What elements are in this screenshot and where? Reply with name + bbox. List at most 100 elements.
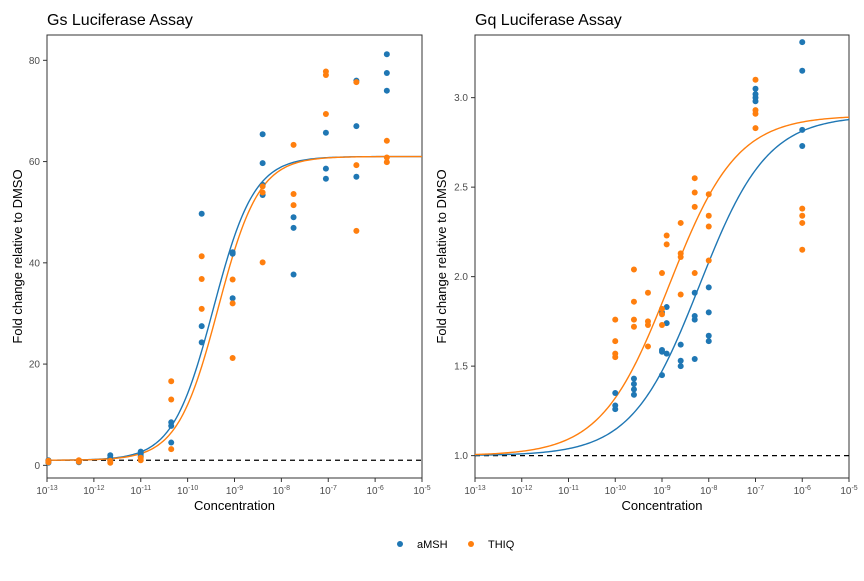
data-point-amsh <box>290 224 297 231</box>
chart-title: Gq Luciferase Assay <box>475 12 622 29</box>
data-point-amsh <box>677 341 684 348</box>
x-tick-label: 10-13 <box>36 485 57 497</box>
data-point-amsh <box>229 249 236 256</box>
data-point-amsh <box>198 210 205 217</box>
data-point-thiq <box>705 191 712 198</box>
data-point-thiq <box>799 246 806 253</box>
x-tick-label: 10-6 <box>366 485 383 497</box>
y-tick-label: 80 <box>29 56 41 67</box>
data-point-thiq <box>322 110 329 117</box>
plot-area-border <box>474 34 850 479</box>
data-point-amsh <box>198 339 205 346</box>
data-point-thiq <box>663 241 670 248</box>
data-point-amsh <box>705 309 712 316</box>
x-tick-label: 10-7 <box>320 485 337 497</box>
y-tick-label: 60 <box>29 157 41 168</box>
data-point-amsh <box>663 320 670 327</box>
data-point-amsh <box>612 389 619 396</box>
data-point-thiq <box>168 446 175 453</box>
legend-label-amsh: aMSH <box>417 539 448 551</box>
y-tick-label: 3.0 <box>454 93 468 104</box>
data-point-thiq <box>290 190 297 197</box>
x-tick-label: 10-10 <box>177 485 198 497</box>
data-point-amsh <box>383 51 390 58</box>
data-point-thiq <box>198 253 205 260</box>
fit-curve-amsh <box>47 155 422 461</box>
data-point-thiq <box>659 305 665 312</box>
legend-key-thiq <box>468 541 474 547</box>
data-point-amsh <box>290 271 297 278</box>
data-point-thiq <box>383 154 390 161</box>
data-point-thiq <box>705 257 712 264</box>
x-tick-label: 10-12 <box>511 485 532 497</box>
data-point-amsh <box>383 69 390 76</box>
data-point-thiq <box>383 137 390 144</box>
plot-area-border <box>46 34 423 479</box>
data-point-amsh <box>630 386 637 393</box>
data-point-thiq <box>752 125 759 132</box>
data-point-amsh <box>383 87 390 94</box>
x-axis-label: Concentration <box>622 498 703 513</box>
data-point-amsh <box>659 372 665 379</box>
data-point-thiq <box>198 276 205 283</box>
data-point-amsh <box>663 350 670 357</box>
data-point-amsh <box>322 165 329 172</box>
y-tick-label: 40 <box>29 258 41 269</box>
data-point-amsh <box>630 381 637 388</box>
data-point-thiq <box>229 355 236 362</box>
y-tick-label: 0 <box>34 461 40 472</box>
data-point-amsh <box>705 338 712 345</box>
data-point-thiq <box>630 298 637 305</box>
data-point-thiq <box>644 318 651 325</box>
x-tick-label: 10-11 <box>130 485 151 497</box>
data-point-thiq <box>198 305 205 312</box>
y-axis-label: Fold change relative to DMSO <box>434 169 449 343</box>
x-axis-label: Concentration <box>194 498 275 513</box>
fit-curve-thiq <box>475 116 849 456</box>
data-point-thiq <box>168 396 175 403</box>
data-point-thiq <box>644 343 651 350</box>
data-point-thiq <box>383 159 390 166</box>
data-point-amsh <box>107 452 114 459</box>
data-point-thiq <box>659 311 665 318</box>
data-point-thiq <box>663 232 670 239</box>
data-point-thiq <box>137 454 144 461</box>
data-point-amsh <box>677 357 684 364</box>
data-point-amsh <box>691 313 698 320</box>
data-point-thiq <box>353 227 360 234</box>
x-tick-label: 10-9 <box>653 485 670 497</box>
x-tick-label: 10-8 <box>700 485 717 497</box>
chart-title: Gs Luciferase Assay <box>47 12 193 29</box>
legend-key-amsh <box>397 541 403 547</box>
data-point-amsh <box>198 323 205 330</box>
data-point-thiq <box>353 162 360 169</box>
data-point-amsh <box>612 402 619 409</box>
data-point-thiq <box>612 350 619 357</box>
data-point-thiq <box>290 141 297 148</box>
data-point-thiq <box>259 189 266 196</box>
data-point-thiq <box>168 378 175 385</box>
data-point-amsh <box>691 289 698 296</box>
data-point-thiq <box>322 68 329 75</box>
data-point-amsh <box>290 214 297 221</box>
y-tick-label: 2.0 <box>454 272 468 283</box>
x-tick-label: 10-10 <box>605 485 626 497</box>
data-point-amsh <box>677 363 684 370</box>
data-point-thiq <box>229 276 236 283</box>
x-tick-label: 10-5 <box>840 485 857 497</box>
fit-curve-thiq <box>47 155 422 461</box>
data-point-thiq <box>705 223 712 230</box>
data-point-thiq <box>229 300 236 307</box>
data-point-amsh <box>705 332 712 339</box>
data-point-thiq <box>107 457 114 464</box>
data-point-amsh <box>799 67 806 74</box>
x-tick-label: 10-9 <box>226 485 243 497</box>
data-point-thiq <box>691 189 698 196</box>
data-point-thiq <box>691 270 698 277</box>
data-point-amsh <box>353 123 360 130</box>
chart-panel-2: Gq Luciferase Assay 10-13 10-12 10-11 10-10 1… <box>434 12 858 513</box>
data-point-thiq <box>799 219 806 226</box>
data-point-amsh <box>259 160 266 167</box>
